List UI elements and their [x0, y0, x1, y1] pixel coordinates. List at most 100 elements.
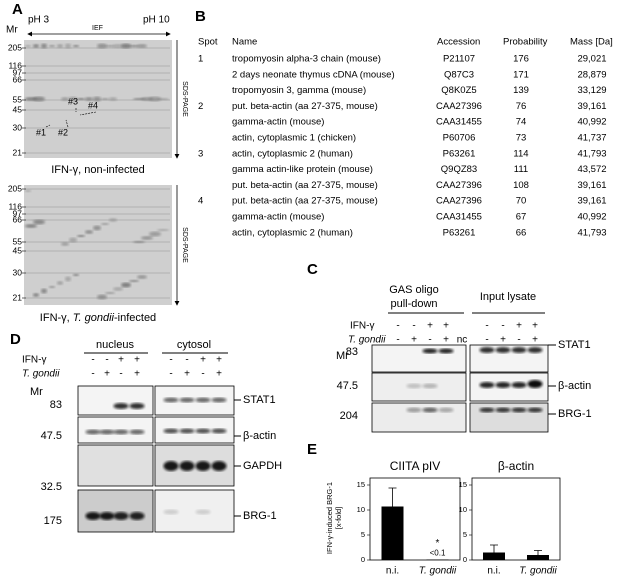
- blot-band: [495, 407, 511, 413]
- sign: -: [412, 321, 415, 332]
- sign: -: [169, 369, 172, 380]
- blot-band: [511, 382, 527, 388]
- spot-label: #2: [58, 127, 68, 137]
- blot-band: [438, 348, 454, 354]
- table-cell: Q87C3: [444, 69, 474, 80]
- gel-spot: [137, 275, 147, 279]
- blot-band: [129, 512, 145, 520]
- sign: -: [91, 355, 94, 366]
- gel-spot: [149, 96, 161, 102]
- table-cell: actin, cytoplasmic 2 (human): [232, 148, 353, 159]
- blot-label: β-actin: [243, 430, 276, 442]
- gel-spot: [61, 97, 69, 101]
- gel-spot: [97, 294, 107, 300]
- gel-spot: [105, 291, 115, 295]
- mr-marker: 205: [8, 42, 22, 52]
- table-cell: 66: [516, 227, 527, 238]
- y-tick-label: 15: [357, 480, 365, 489]
- gel-spot: [129, 44, 139, 48]
- blot-band: [495, 347, 511, 353]
- y-tick-label: 0: [361, 555, 365, 564]
- y-axis-label: [x-fold]: [334, 507, 343, 530]
- gel-spot: [85, 230, 93, 234]
- mr-marker: 116: [8, 201, 22, 211]
- table-cell: 74: [516, 117, 527, 128]
- blot-band: [211, 397, 227, 403]
- blot-band: [85, 512, 101, 520]
- gel-spot: [57, 44, 63, 48]
- blot-band: [511, 347, 527, 353]
- table-cell: put. beta-actin (aa 27-375, mouse): [232, 196, 378, 207]
- blot-band: [422, 407, 438, 413]
- gel-spot: [65, 43, 71, 49]
- gel-spot: [33, 293, 39, 297]
- sign: -: [428, 335, 431, 346]
- blot-band: [422, 348, 438, 354]
- blot-band: [163, 397, 179, 403]
- sign: -: [396, 335, 399, 346]
- table-cell: CAA31455: [436, 212, 482, 223]
- mr-marker: 47.5: [337, 380, 358, 392]
- blot-band: [406, 383, 422, 389]
- gel-spot: [33, 219, 45, 225]
- blot: [77, 385, 154, 416]
- mr-marker: 205: [8, 183, 22, 193]
- blot-band: [163, 428, 179, 434]
- x-tick-label: T. gondii: [519, 566, 557, 577]
- sign: +: [200, 355, 206, 366]
- y-axis-label: IFN-γ-induced BRG-1: [325, 482, 334, 554]
- bar: [381, 506, 404, 560]
- gel-spot: [141, 236, 153, 240]
- blot-band: [195, 509, 211, 515]
- mr-marker: 66: [13, 214, 23, 224]
- blot: [469, 402, 549, 433]
- mr-marker: 116: [8, 60, 22, 70]
- table-cell: 39,161: [577, 180, 606, 191]
- x-tick-label: T. gondii: [419, 566, 457, 577]
- blot-band: [129, 429, 145, 435]
- sign: -: [485, 321, 488, 332]
- panel-label: D: [10, 331, 21, 348]
- blot-band: [179, 461, 195, 471]
- gel-spot: [109, 97, 117, 101]
- blot: [77, 444, 154, 487]
- gel-spot: [77, 97, 85, 101]
- table-cell: 33,129: [577, 85, 606, 96]
- y-tick-label: 5: [361, 530, 365, 539]
- table-cell: CAA31455: [436, 117, 482, 128]
- blot-band: [113, 512, 129, 520]
- gel-spot: [137, 44, 147, 48]
- y-tick-label: 15: [459, 480, 467, 489]
- sign: +: [134, 369, 140, 380]
- table-cell: 2: [198, 101, 203, 112]
- gel-spot: [105, 44, 115, 48]
- y-tick-label: 10: [357, 505, 365, 514]
- gel-spot: [49, 44, 55, 48]
- spot-pointer: [79, 111, 97, 116]
- table-cell: tropomyosin 3, gamma (mouse): [232, 85, 366, 96]
- table-cell: 70: [516, 196, 527, 207]
- table-cell: 73: [516, 133, 527, 144]
- row-label: IFN-γ: [350, 321, 374, 332]
- mr-marker: 66: [13, 74, 23, 84]
- blot-band: [113, 429, 129, 435]
- chart-title: CIITA pIV: [390, 459, 440, 473]
- gel-spot: [121, 282, 131, 288]
- bar: [426, 559, 449, 560]
- table-cell: 29,021: [577, 54, 606, 65]
- table-cell: 171: [513, 69, 529, 80]
- blot-band: [438, 407, 454, 413]
- sign: +: [532, 321, 538, 332]
- blot-band: [479, 347, 495, 353]
- sign: +: [411, 335, 417, 346]
- table-cell: 108: [513, 180, 529, 191]
- gel-spot: [157, 97, 169, 101]
- blot-band: [99, 429, 115, 435]
- mr-marker: 55: [13, 94, 23, 104]
- mr-marker: 21: [13, 147, 23, 157]
- header-text: Input lysate: [480, 291, 536, 303]
- caption-part: T. gondii: [73, 312, 115, 324]
- blot-label: GAPDH: [243, 460, 282, 472]
- table-cell: actin, cytoplasmic 2 (human): [232, 227, 353, 238]
